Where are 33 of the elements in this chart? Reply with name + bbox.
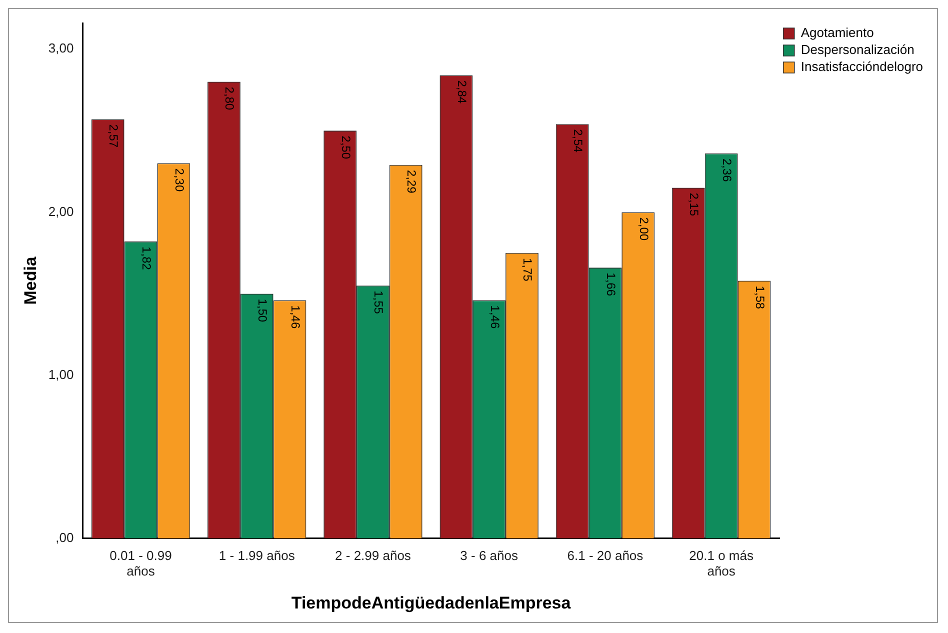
data-label: 2,00 bbox=[636, 217, 651, 241]
data-label: 2,29 bbox=[404, 170, 419, 194]
data-label: 1,58 bbox=[752, 286, 767, 310]
x-axis-title: TiempodeAntigüedadenlaEmpresa bbox=[291, 593, 572, 612]
x-tick-label: 1 - 1.99 años bbox=[218, 548, 296, 563]
data-label: 1,46 bbox=[488, 305, 502, 329]
data-label: 1,50 bbox=[256, 298, 270, 322]
y-axis-title: Media bbox=[20, 256, 40, 305]
data-label: 2,84 bbox=[454, 80, 469, 104]
data-label: 1,55 bbox=[372, 290, 386, 314]
data-label: 1,82 bbox=[139, 246, 154, 270]
y-tick-label: 1,00 bbox=[48, 366, 74, 382]
x-tick-label: 0.01 - 0.99 años bbox=[110, 548, 172, 578]
data-label: 1,46 bbox=[288, 305, 302, 329]
x-tick-label: 20.1 o más años bbox=[689, 548, 754, 578]
data-label: 1,75 bbox=[520, 258, 535, 282]
y-tick-label: 2,00 bbox=[48, 204, 74, 219]
data-label: 2,57 bbox=[106, 124, 121, 148]
x-tick-label: 3 - 6 años bbox=[460, 548, 518, 563]
data-label: 2,36 bbox=[720, 158, 734, 182]
data-label: 2,15 bbox=[687, 192, 702, 216]
x-tick-label: 6.1 - 20 años bbox=[567, 548, 644, 563]
x-tick-label: 2 - 2.99 años bbox=[335, 548, 412, 563]
data-label: 2,50 bbox=[338, 136, 353, 160]
legend-label: Agotamiento bbox=[800, 25, 874, 40]
data-label: 2,30 bbox=[172, 168, 186, 192]
data-label: 1,66 bbox=[604, 272, 618, 296]
legend-label: Insatisfaccióndelogro bbox=[800, 59, 924, 74]
legend-label: Despersonalización bbox=[800, 42, 914, 58]
data-label: 2,80 bbox=[222, 86, 237, 110]
y-tick-label: ,00 bbox=[56, 530, 74, 545]
y-tick-label: 3,00 bbox=[48, 40, 74, 56]
data-label: 2,54 bbox=[570, 129, 585, 153]
